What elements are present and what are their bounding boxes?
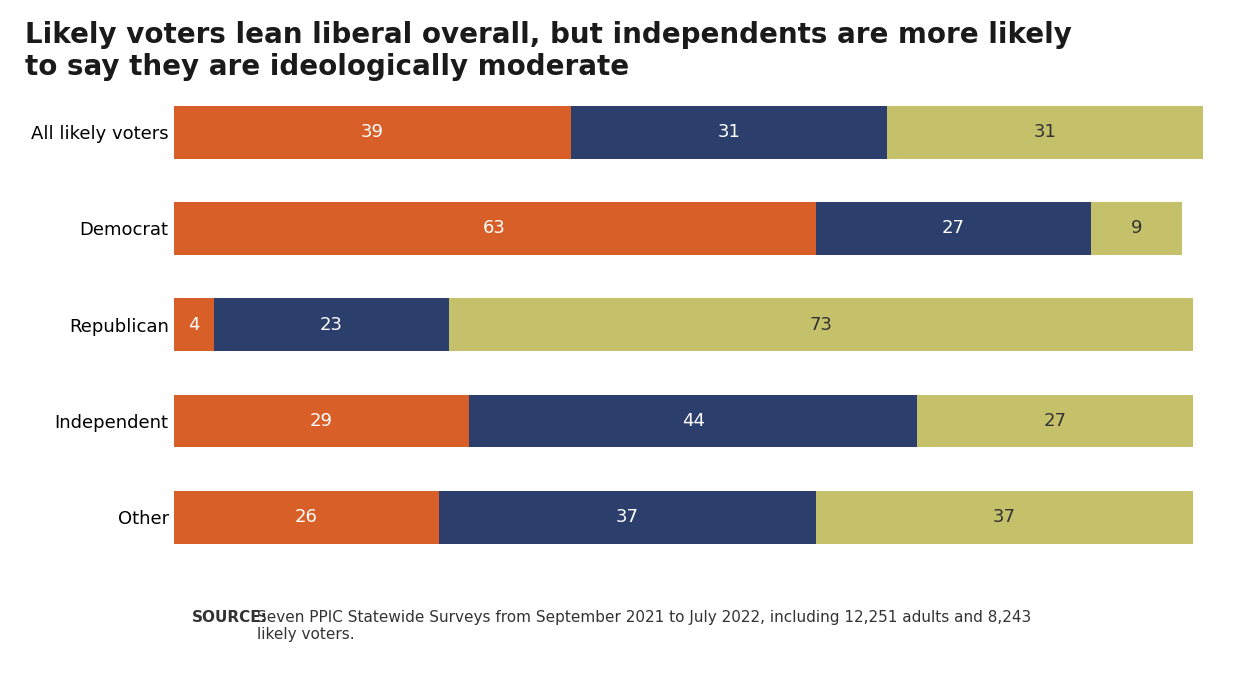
Bar: [174, 298, 215, 351]
Text: 4: 4: [188, 316, 200, 334]
Bar: [174, 106, 570, 159]
Text: 26: 26: [295, 508, 317, 526]
Text: 31: 31: [718, 123, 740, 141]
Bar: [887, 106, 1203, 159]
Bar: [918, 395, 1193, 447]
Text: Likely voters lean liberal overall, but independents are more likely
to say they: Likely voters lean liberal overall, but …: [25, 21, 1071, 81]
Bar: [174, 202, 816, 255]
Bar: [1091, 202, 1183, 255]
Text: Seven PPIC Statewide Surveys from September 2021 to July 2022, including 12,251 : Seven PPIC Statewide Surveys from Septem…: [257, 610, 1032, 642]
Text: 29: 29: [310, 412, 332, 430]
Bar: [439, 491, 816, 544]
Text: 63: 63: [484, 219, 506, 237]
Text: 37: 37: [992, 508, 1016, 526]
Text: 37: 37: [615, 508, 639, 526]
Bar: [570, 106, 887, 159]
Text: 31: 31: [1033, 123, 1056, 141]
Text: 27: 27: [1044, 412, 1066, 430]
Bar: [174, 395, 469, 447]
Bar: [469, 395, 918, 447]
Text: 27: 27: [941, 219, 965, 237]
Text: 9: 9: [1131, 219, 1142, 237]
Bar: [449, 298, 1193, 351]
Text: 39: 39: [361, 123, 384, 141]
Bar: [816, 491, 1193, 544]
Text: 23: 23: [320, 316, 343, 334]
Bar: [215, 298, 449, 351]
Text: 44: 44: [682, 412, 704, 430]
Bar: [816, 202, 1091, 255]
Text: SOURCE:: SOURCE:: [192, 610, 268, 624]
Text: 73: 73: [810, 316, 832, 334]
Bar: [174, 491, 439, 544]
